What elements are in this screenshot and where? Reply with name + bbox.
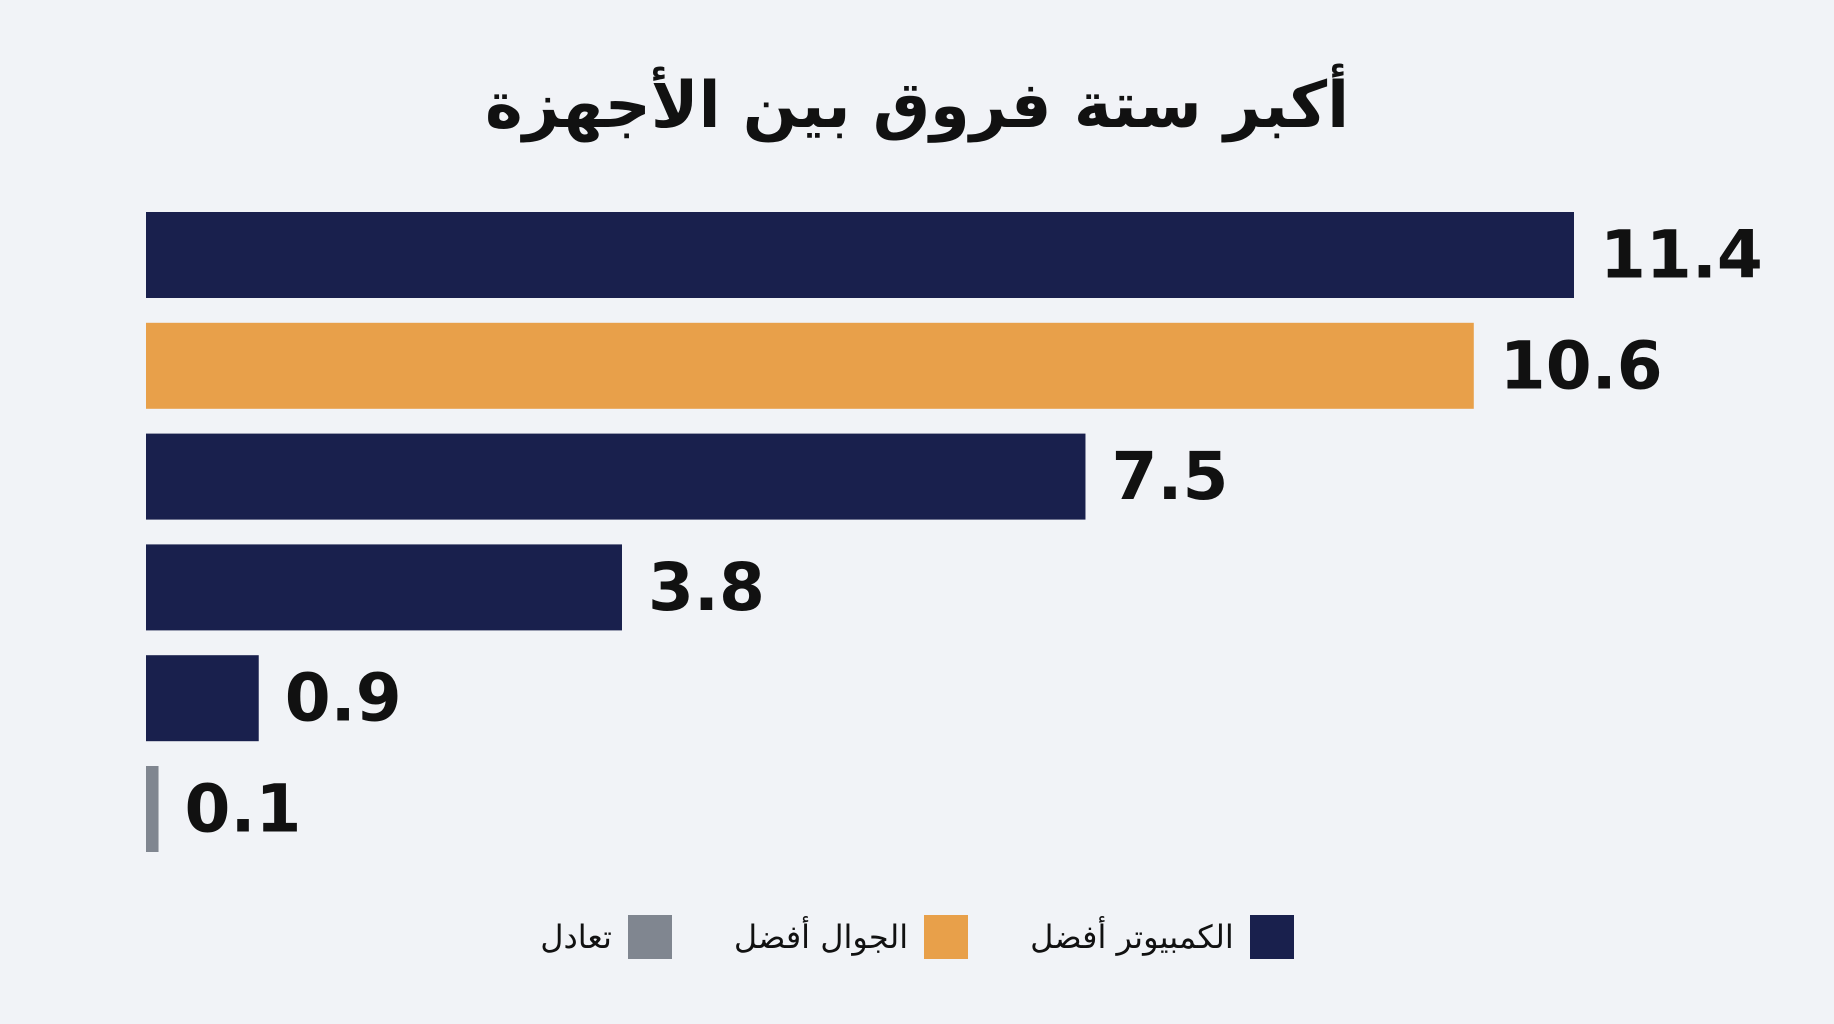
data-label-4: 3.8 [648, 549, 765, 626]
bar-1 [146, 212, 1574, 298]
legend-label-computer: الكمبيوتر أفضل [1030, 918, 1234, 956]
legend-swatch-computer [1249, 915, 1294, 959]
legend-swatch-tie [627, 915, 672, 959]
data-label-6: 0.1 [185, 771, 302, 848]
legend-item-computer: الكمبيوتر أفضل [1030, 915, 1294, 959]
data-label-2: 10.6 [1500, 327, 1663, 404]
legend-item-tie: تعادل [540, 915, 672, 959]
bar-4 [146, 544, 622, 631]
data-label-5: 0.9 [285, 660, 402, 737]
data-label-3: 7.5 [1111, 438, 1228, 515]
legend-swatch-mobile [924, 915, 969, 959]
data-label-1: 11.4 [1600, 217, 1763, 294]
legend-label-mobile: الجوال أفضل [733, 918, 909, 956]
bar-5 [146, 655, 259, 742]
legend: الكمبيوتر أفضل الجوال أفضل تعادل [0, 912, 1834, 962]
bar-2 [146, 322, 1474, 409]
bar-3 [146, 433, 1086, 520]
chart-title: أكبر ستة فروق بين الأجهزة [484, 69, 1350, 143]
legend-item-mobile: الجوال أفضل [733, 915, 969, 959]
legend-label-tie: تعادل [540, 918, 612, 956]
bar-6 [146, 766, 159, 852]
